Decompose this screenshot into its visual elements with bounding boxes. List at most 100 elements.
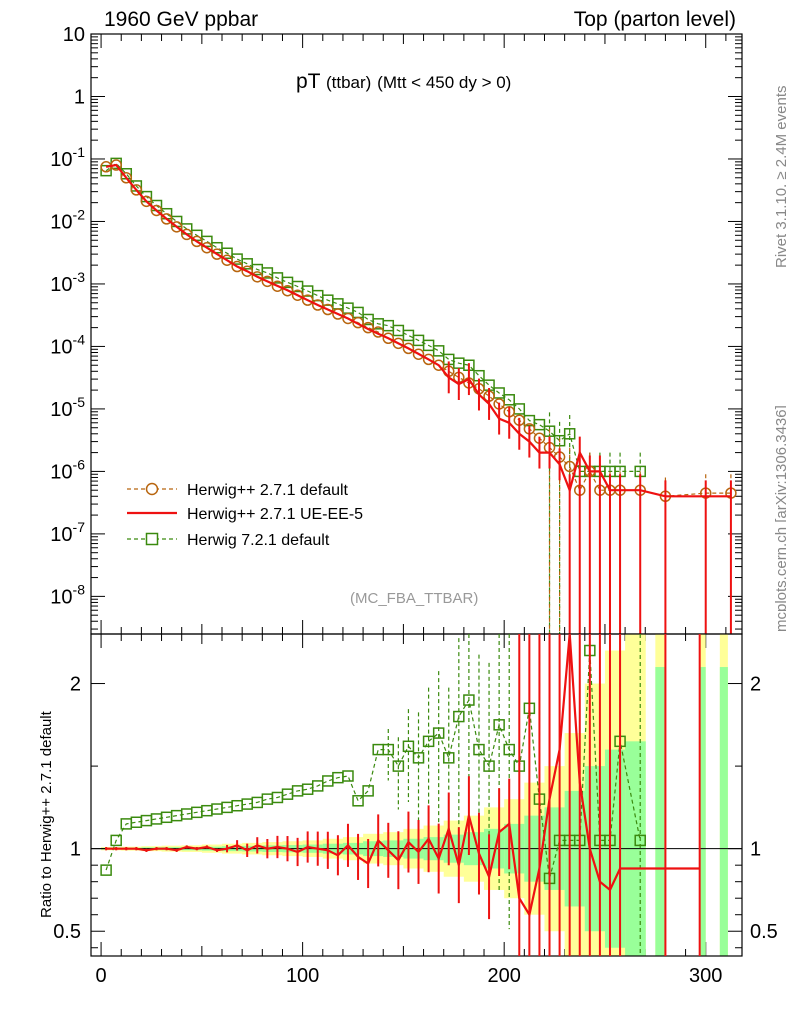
- ratio-marker-square: [442, 752, 455, 764]
- main-panel: 10-8 10-7 10-6 10-5 10-4 10-3 10-2 10-1 1 10: [50, 24, 743, 956]
- series-marker-circle: [392, 337, 405, 350]
- series-marker-circle: [160, 213, 173, 225]
- ratio-series-line: [106, 633, 700, 918]
- ratio-marker-square: [422, 735, 435, 748]
- series-marker-circle: [170, 221, 183, 233]
- series-marker-circle: [291, 289, 304, 301]
- ratio-tick-label-right: 2: [750, 674, 761, 696]
- legend: Herwig++ 2.7.1 default Herwig++ 2.7.1 UE-…: [127, 482, 363, 549]
- y-tick-label: 10-8: [50, 581, 85, 608]
- legend-label: Herwig++ 2.7.1 UE-EE-5: [187, 506, 363, 523]
- series-marker-square: [493, 387, 505, 399]
- series-marker-square: [332, 298, 344, 310]
- series-marker-square: [503, 394, 515, 406]
- process-label: Top (parton level): [573, 8, 736, 31]
- ratio-marker-square: [402, 740, 415, 753]
- plot-title-sub: (ttbar): [325, 73, 372, 92]
- series-marker-square: [352, 306, 364, 319]
- series-marker-square: [311, 289, 324, 302]
- series-marker-circle: [332, 308, 344, 320]
- ratio-marker-square: [463, 694, 475, 706]
- series-line: [105, 163, 731, 498]
- y-tick-label: 10-6: [50, 456, 85, 483]
- ratio-marker-square: [453, 710, 465, 723]
- y-tick-label: 1: [74, 86, 85, 108]
- legend-marker-circle: [145, 482, 159, 496]
- legend-label: Herwig++ 2.7.1 default: [187, 482, 349, 499]
- series-marker-circle: [311, 299, 324, 311]
- series-marker-circle: [241, 265, 253, 277]
- series-marker-circle: [382, 332, 395, 345]
- ratio-marker-square: [634, 834, 646, 847]
- y-tick-label: 10: [63, 24, 85, 46]
- y-tick-label: 10-7: [50, 519, 85, 546]
- series-line: [105, 162, 641, 472]
- series-marker-circle: [150, 204, 163, 217]
- series-marker-square: [100, 164, 112, 177]
- rivet-version-label: Rivet 3.1.10, ≥ 2.4M events: [773, 85, 786, 269]
- ratio-marker-square: [281, 788, 294, 800]
- x-tick-label: 200: [487, 965, 520, 987]
- ratio-marker-square: [382, 743, 395, 756]
- series-marker-circle: [211, 248, 223, 260]
- series-marker-circle: [191, 235, 203, 248]
- ratio-marker-square: [110, 834, 122, 847]
- ratio-frame: [90, 633, 743, 957]
- ratio-marker-square: [362, 785, 374, 797]
- ratio-marker-square: [100, 864, 112, 876]
- ratio-marker-square: [352, 795, 364, 807]
- y-tick-label: 10-4: [50, 331, 85, 358]
- series-line: [105, 164, 731, 497]
- ratio-band-green: [655, 667, 666, 956]
- series-marker-circle: [322, 303, 334, 316]
- series-marker-circle: [422, 353, 435, 366]
- series-marker-square: [513, 403, 526, 415]
- series-marker-square: [533, 418, 546, 431]
- ratio-marker-square: [342, 770, 354, 782]
- series-marker-square: [382, 319, 395, 332]
- series-marker-circle: [231, 260, 243, 273]
- ratio-marker-square: [322, 775, 334, 787]
- series-marker-circle: [120, 172, 133, 184]
- series-marker-circle: [201, 241, 213, 254]
- y-tick-label: 10-3: [50, 269, 85, 296]
- series-marker-circle: [281, 284, 294, 297]
- ratio-marker-square: [493, 719, 505, 731]
- ratio-tick-label-left: 1: [70, 839, 81, 861]
- ratio-series-line: [105, 650, 641, 879]
- series-marker-circle: [352, 316, 364, 329]
- x-tick-label: 300: [689, 965, 722, 987]
- series-marker-circle: [221, 254, 233, 266]
- ratio-tick-label-left: 0.5: [53, 921, 81, 943]
- series-marker-circle: [412, 348, 425, 360]
- series-marker-square: [402, 329, 415, 342]
- series-marker-square: [563, 428, 576, 440]
- ratio-band-green: [719, 667, 728, 956]
- x-tick-label: 100: [286, 965, 319, 987]
- series-marker-circle: [402, 342, 415, 355]
- plot-title: pT (ttbar) (Mtt < 450 dy > 0): [296, 70, 511, 94]
- ratio-marker-square: [392, 760, 405, 772]
- legend-label: Herwig 7.2.1 default: [187, 532, 330, 549]
- series-marker-circle: [432, 359, 445, 371]
- analysis-tag: (MC_FBA_TTBAR): [350, 590, 479, 607]
- ratio-marker-square: [483, 760, 495, 772]
- y-tick-label: 10-5: [50, 394, 85, 421]
- ratio-axis-label: Ratio to Herwig++ 2.7.1 default: [38, 711, 55, 918]
- series-marker-circle: [271, 280, 284, 292]
- y-tick-label: 10-2: [50, 206, 85, 233]
- series-marker-circle: [251, 271, 264, 283]
- ratio-tick-label-left: 2: [70, 674, 81, 696]
- ratio-marker-square: [503, 743, 515, 756]
- legend-marker-square: [145, 532, 159, 546]
- y-tick-label: 10-1: [50, 144, 85, 171]
- series-marker-circle: [261, 275, 274, 288]
- ratio-marker-square: [473, 743, 485, 756]
- series-marker-square: [432, 345, 445, 357]
- series-marker-circle: [140, 195, 153, 208]
- source-label: mcplots.cern.ch [arXiv:1306.3436]: [773, 405, 786, 632]
- plot-title-cut: (Mtt < 450 dy > 0): [377, 73, 512, 92]
- series-marker-circle: [342, 312, 354, 325]
- ratio-tick-label-right: 1: [750, 839, 761, 861]
- series-marker-circle: [130, 184, 143, 196]
